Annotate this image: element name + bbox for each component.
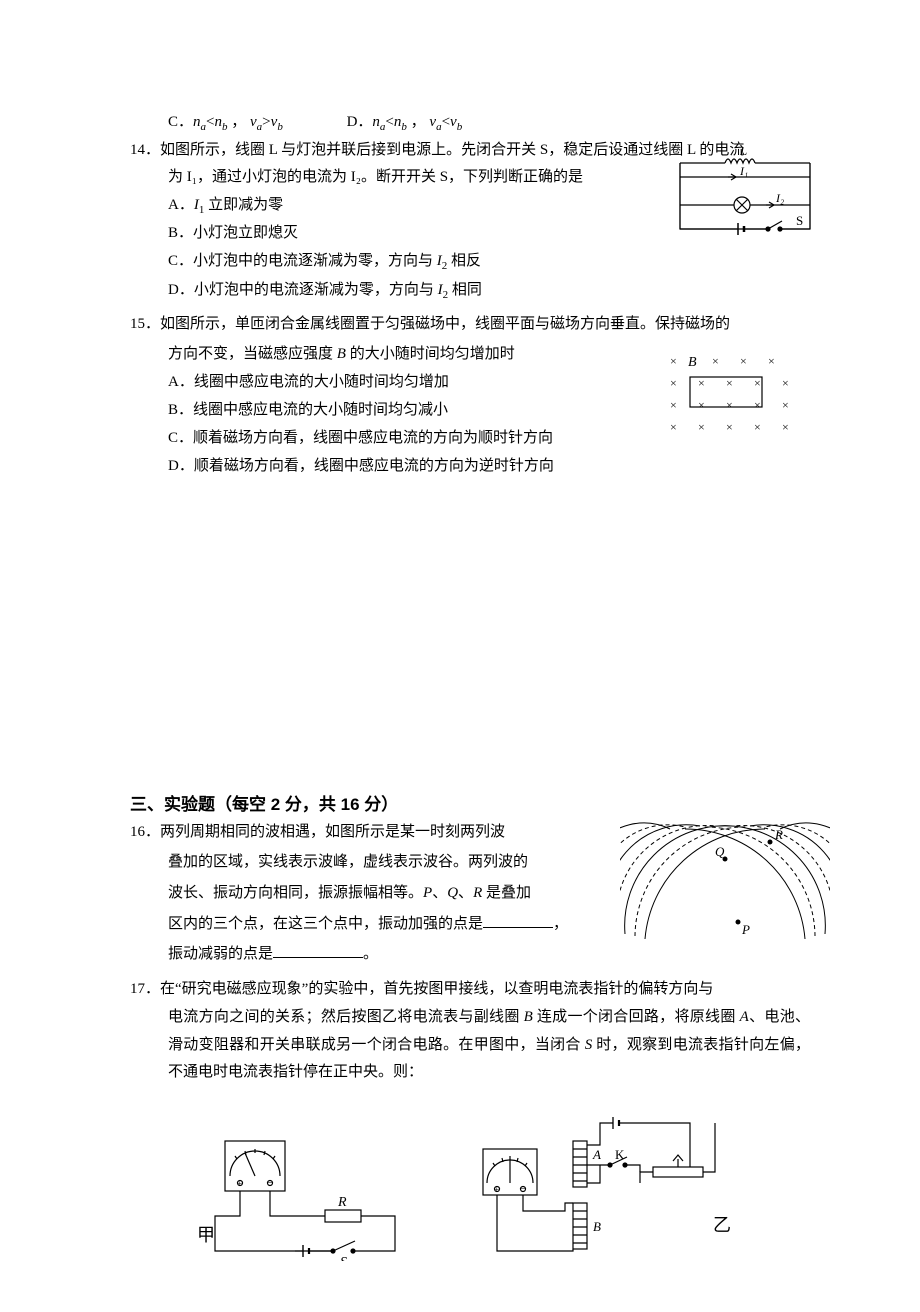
label-I1: I₁: [739, 164, 748, 178]
question-17: 17．在“研究电磁感应现象”的实验中，首先按图甲接线，以查明电流表指针的偏转方向…: [130, 976, 810, 1272]
svg-text:×: ×: [670, 376, 677, 390]
wave-svg: Q R P: [620, 814, 830, 944]
svg-text:+: +: [494, 1185, 499, 1195]
svg-text:×: ×: [698, 398, 705, 412]
question-16: 16．两列周期相同的波相遇，如图所示是某一时刻两列波 叠加的区域，实线表示波峰，…: [130, 819, 810, 970]
q16-period: 。: [363, 946, 378, 962]
label-B: B: [688, 355, 697, 370]
label-R: R: [774, 827, 783, 842]
circuit-svg: L I₁ I₂ S: [670, 147, 820, 247]
q16-line5-text: 振动减弱的点是: [168, 946, 273, 962]
svg-text:+: +: [237, 1179, 242, 1189]
q16-comma: ，: [553, 916, 568, 932]
label-S: S: [340, 1255, 347, 1261]
svg-text:×: ×: [768, 354, 775, 368]
field-svg: × × × × × × × × × × × × × × × × × × × B: [660, 351, 800, 441]
svg-text:×: ×: [782, 376, 789, 390]
svg-text:×: ×: [782, 398, 789, 412]
svg-text:×: ×: [754, 398, 761, 412]
q16-wave-figure: Q R P: [620, 814, 830, 955]
q15-choice-d: D．顺着磁场方向看，线圈中感应电流的方向为逆时针方向: [168, 453, 810, 481]
q17-diagrams: + −: [130, 1111, 810, 1272]
diagram-yi-svg: + −: [465, 1111, 745, 1261]
q14-number: 14．: [130, 142, 160, 158]
q15-stem-line1: 如图所示，单匝闭合金属线圈置于匀强磁场中，线圈平面与磁场方向垂直。保持磁场的: [160, 316, 730, 332]
label-I2: I₂: [775, 191, 784, 205]
q14-choice-d: D．小灯泡中的电流逐渐减为零，方向与 I2 相同: [168, 277, 810, 305]
q13-options: C．na<nb ， va>vb D．na<nb ， va<vb: [168, 110, 810, 137]
svg-text:×: ×: [712, 354, 719, 368]
diagram-jia: + −: [195, 1121, 425, 1272]
svg-text:−: −: [267, 1177, 273, 1189]
question-14: 14．如图所示，线圈 L 与灯泡并联后接到电源上。先闭合开关 S，稳定后设通过线…: [130, 137, 810, 305]
svg-text:×: ×: [698, 376, 705, 390]
svg-text:−: −: [520, 1183, 526, 1195]
label-yi: 乙: [713, 1215, 731, 1235]
label-Q: Q: [715, 844, 725, 859]
label-jia: 甲: [197, 1225, 215, 1245]
diagram-jia-svg: + −: [195, 1121, 425, 1261]
svg-text:×: ×: [740, 354, 747, 368]
svg-text:×: ×: [754, 420, 761, 434]
q14-stem-line1: 如图所示，线圈 L 与灯泡并联后接到电源上。先闭合开关 S，稳定后设通过线圈 L…: [160, 142, 744, 158]
svg-text:×: ×: [670, 420, 677, 434]
svg-text:×: ×: [698, 420, 705, 434]
label-B: B: [593, 1219, 601, 1234]
label-A: A: [592, 1147, 601, 1162]
q16-line1: 两列周期相同的波相遇，如图所示是某一时刻两列波: [160, 824, 505, 840]
q17-body: 电流方向之间的关系；然后按图乙将电流表与副线圈 B 连成一个闭合回路，将原线圈 …: [168, 1004, 810, 1087]
q14-circuit-figure: L I₁ I₂ S: [670, 147, 820, 258]
svg-text:×: ×: [754, 376, 761, 390]
q17-line1: 在“研究电磁感应现象”的实验中，首先按图甲接线，以查明电流表指针的偏转方向与: [160, 981, 713, 997]
label-R: R: [337, 1195, 347, 1210]
label-P: P: [741, 922, 750, 937]
svg-text:×: ×: [726, 420, 733, 434]
q15-number: 15．: [130, 316, 160, 332]
label-K: K: [615, 1147, 625, 1162]
q17-number: 17．: [130, 981, 160, 997]
q16-number: 16．: [130, 824, 160, 840]
label-S: S: [796, 213, 803, 228]
q16-line4-text: 区内的三个点，在这三个点中，振动加强的点是: [168, 916, 483, 932]
blank-2: [273, 942, 363, 958]
section-3-heading: 三、实验题（每空 2 分，共 16 分）: [130, 790, 810, 815]
blank-1: [483, 912, 553, 928]
label-L: L: [739, 147, 747, 158]
svg-text:×: ×: [670, 398, 677, 412]
question-15: 15．如图所示，单匝闭合金属线圈置于匀强磁场中，线圈平面与磁场方向垂直。保持磁场…: [130, 311, 810, 481]
q13-option-c: C．na<nb ， va>vb: [168, 110, 283, 137]
svg-text:×: ×: [782, 420, 789, 434]
diagram-yi: + −: [465, 1111, 745, 1272]
svg-text:×: ×: [670, 354, 677, 368]
svg-text:×: ×: [726, 376, 733, 390]
q13-option-d: D．na<nb ， va<vb: [347, 110, 463, 137]
svg-text:×: ×: [726, 398, 733, 412]
q15-field-figure: × × × × × × × × × × × × × × × × × × × B: [660, 351, 800, 452]
